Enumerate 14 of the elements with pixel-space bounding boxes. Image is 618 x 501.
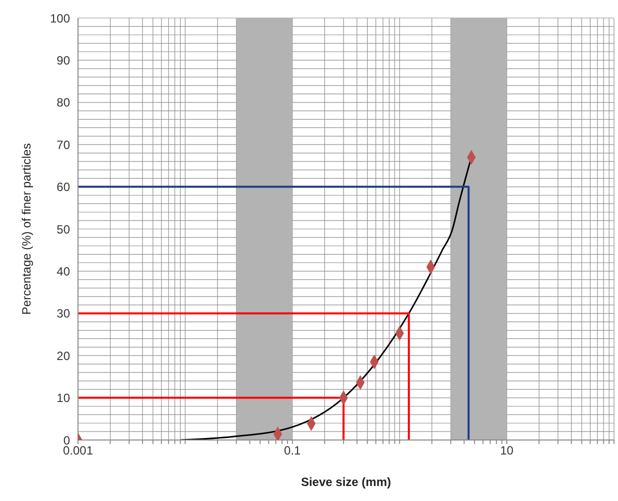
y-tick-label: 30 — [56, 306, 70, 321]
y-tick-label: 20 — [56, 348, 70, 363]
x-tick-label: 0.1 — [284, 444, 302, 458]
y-tick-label: 50 — [56, 222, 70, 236]
y-tick-label: 60 — [56, 180, 70, 194]
x-axis-title: Sieve size (mm) — [300, 475, 392, 489]
y-tick-label: 40 — [56, 264, 70, 278]
y-tick-label: 10 — [56, 391, 70, 406]
y-tick-label: 100 — [50, 11, 70, 26]
y-tick-label: 90 — [56, 53, 70, 68]
y-tick-label: 70 — [56, 138, 70, 152]
y-tick-label: 80 — [56, 96, 70, 110]
y-axis-title: Percentage (%) of finer particles — [19, 143, 34, 315]
x-tick-label: 10 — [500, 444, 514, 458]
